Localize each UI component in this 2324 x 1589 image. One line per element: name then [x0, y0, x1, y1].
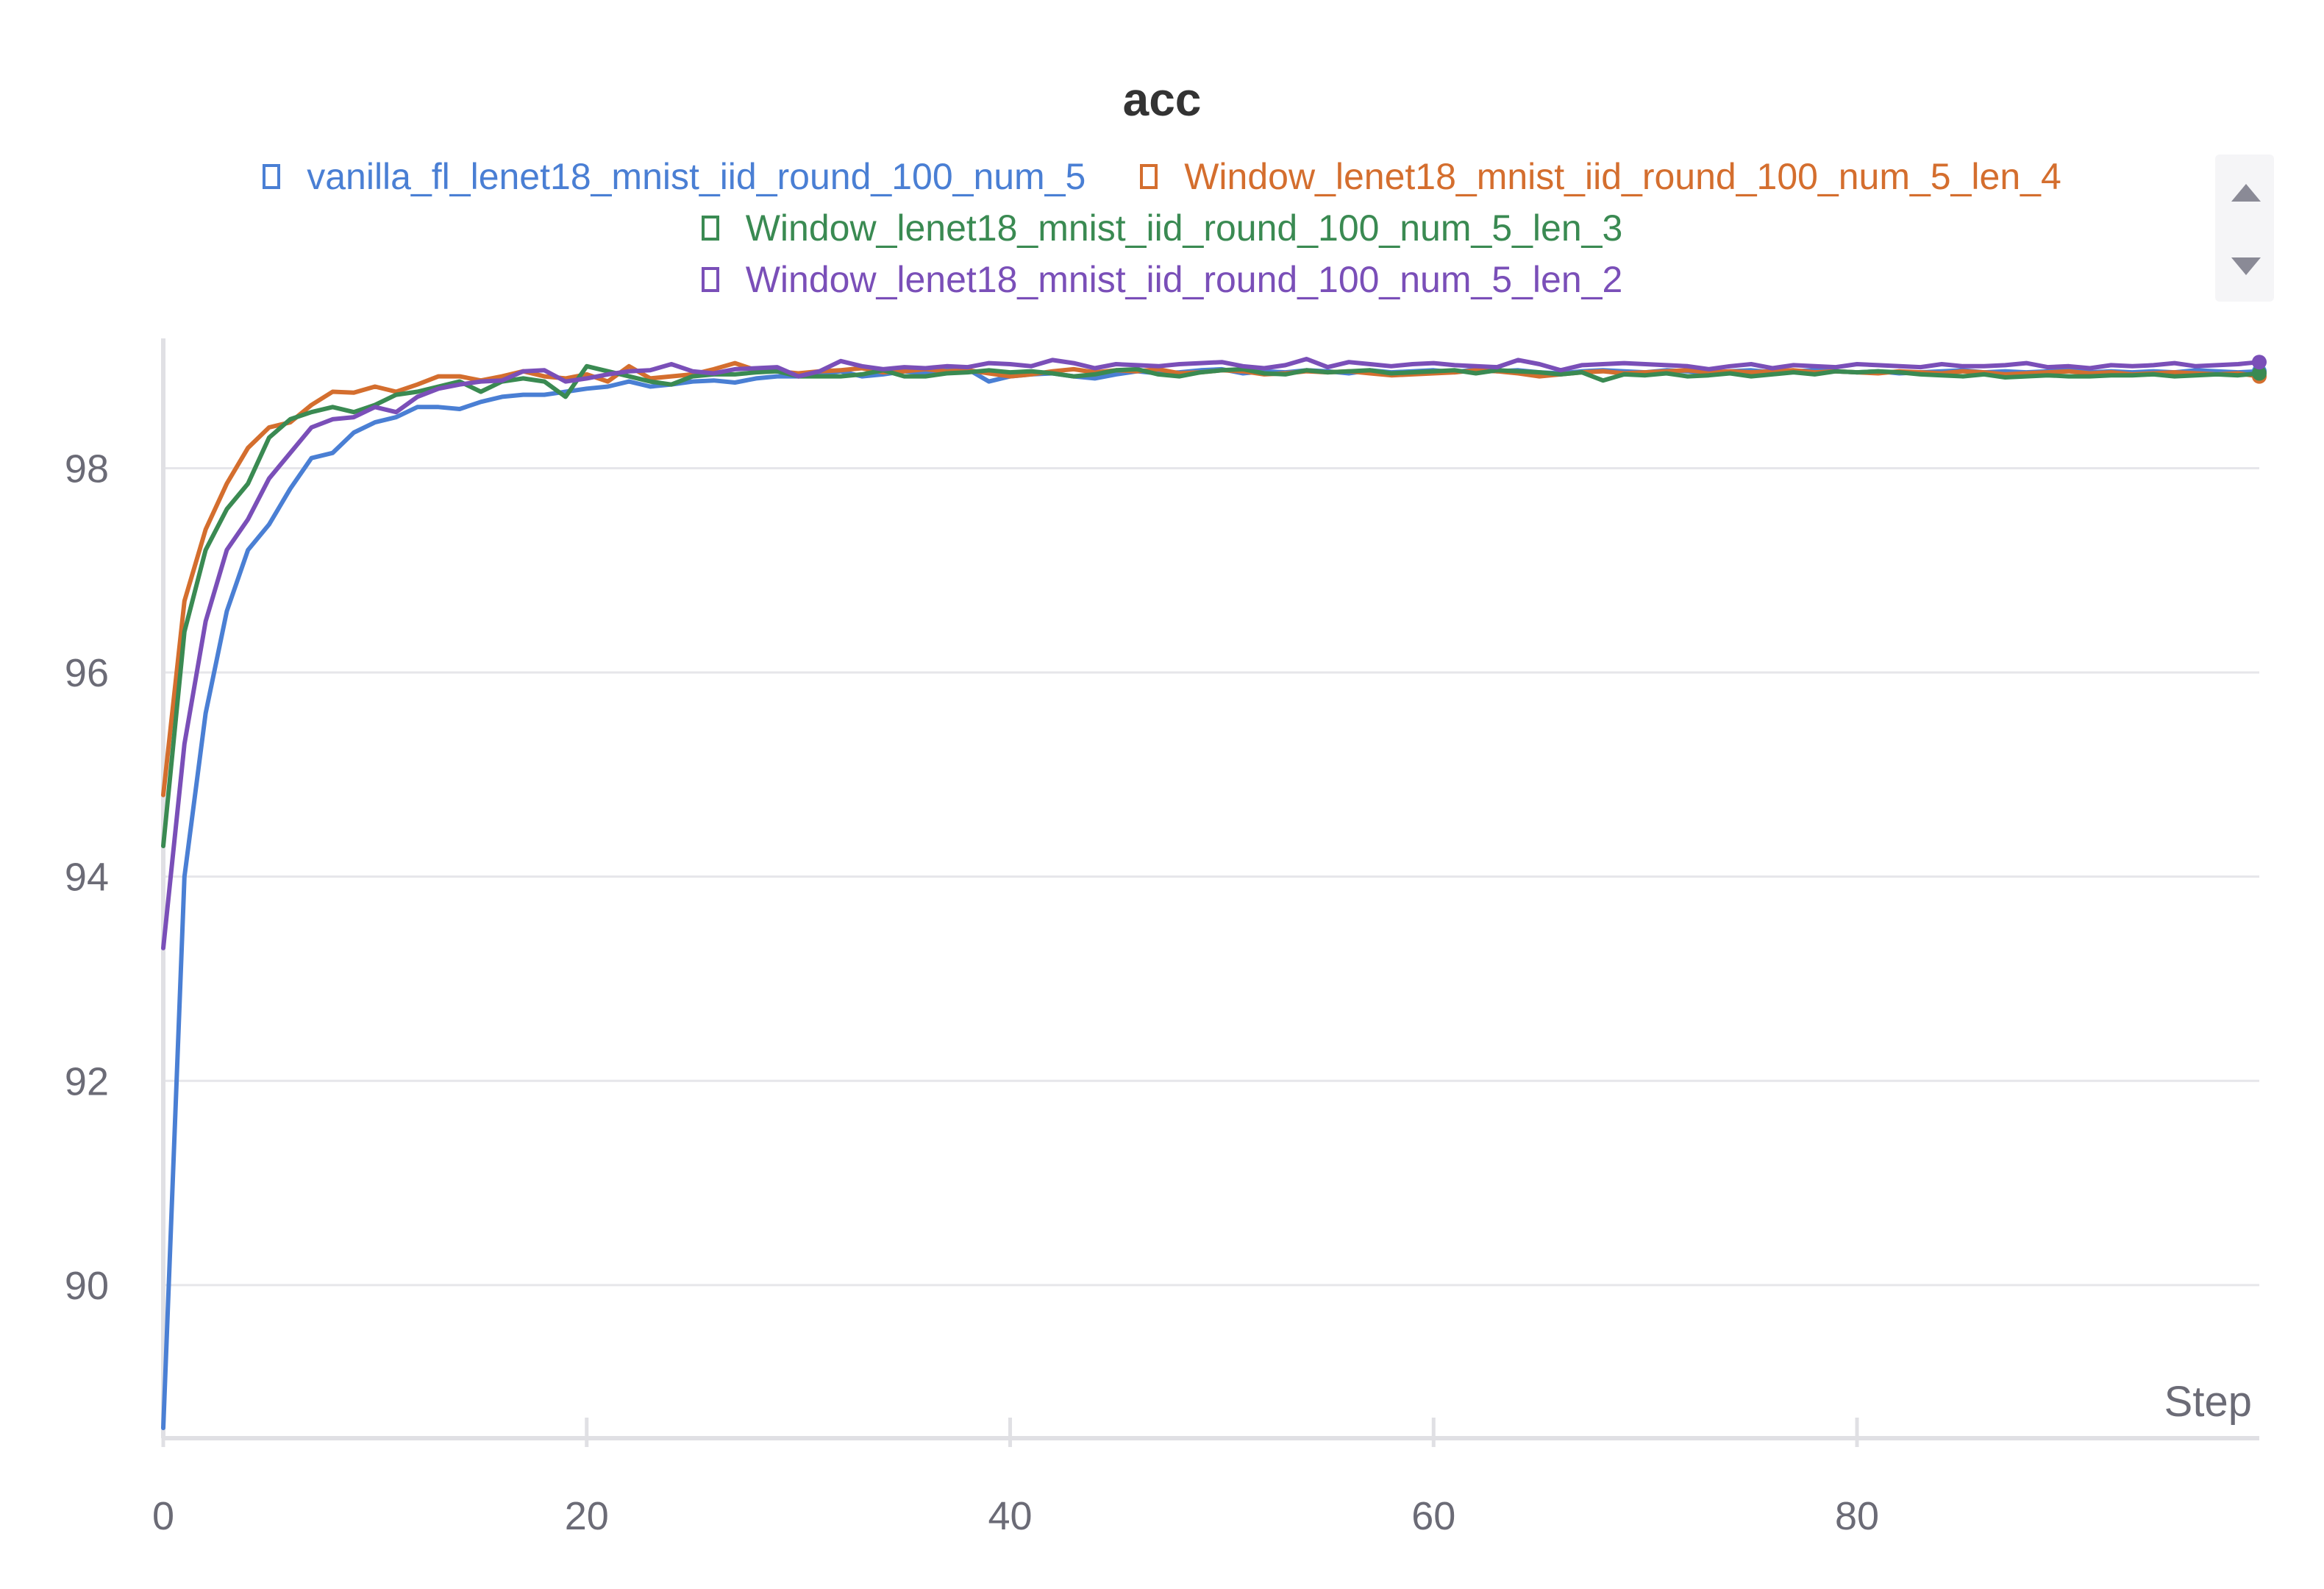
legend-label: vanilla_fl_lenet18_mnist_iid_round_100_n… [307, 156, 1086, 197]
legend-item-vanilla[interactable]: vanilla_fl_lenet18_mnist_iid_round_100_n… [263, 154, 1086, 199]
y-tick-label: 92 [65, 1059, 109, 1103]
x-axis-title: Step [2164, 1378, 2252, 1426]
series-line-2 [161, 363, 2261, 848]
legend-item-len-2[interactable]: Window_lenet18_mnist_iid_round_100_num_5… [701, 257, 1623, 302]
y-tick-label: 94 [65, 856, 109, 900]
series-line-0 [161, 366, 2261, 1431]
grid-lines [163, 467, 2259, 1287]
chart-title: acc [1122, 73, 1202, 126]
x-tick-label: 40 [988, 1494, 1032, 1538]
y-tick-label: 96 [65, 651, 109, 695]
y-tick-label: 98 [65, 447, 109, 491]
legend-swatch-icon [701, 267, 719, 292]
legend-item-len-3[interactable]: Window_lenet18_mnist_iid_round_100_num_5… [701, 206, 1623, 250]
x-tick-label: 80 [1835, 1494, 1879, 1538]
y-tick-label: 90 [65, 1264, 109, 1308]
series-lines [161, 355, 2267, 1431]
legend-swatch-icon [263, 164, 281, 189]
series-line-1 [161, 360, 2261, 797]
legend-swatch-icon [1140, 164, 1158, 189]
scroll-down-icon[interactable] [2231, 257, 2261, 275]
x-tick-label: 60 [1411, 1494, 1455, 1538]
legend-scrollbar[interactable] [2215, 154, 2274, 302]
scroll-up-icon[interactable] [2231, 184, 2261, 202]
series-line-3 [161, 357, 2261, 950]
legend-swatch-icon [701, 216, 719, 241]
series-end-point [2252, 355, 2267, 370]
legend-label: Window_lenet18_mnist_iid_round_100_num_5… [745, 207, 1623, 249]
legend-row: Window_lenet18_mnist_iid_round_100_num_5… [0, 206, 2324, 250]
x-tick-label: 0 [152, 1494, 174, 1538]
axes [161, 338, 2259, 1447]
legend-item-len-4[interactable]: Window_lenet18_mnist_iid_round_100_num_5… [1140, 154, 2061, 199]
legend-label: Window_lenet18_mnist_iid_round_100_num_5… [745, 259, 1623, 300]
legend-label: Window_lenet18_mnist_iid_round_100_num_5… [1184, 156, 2061, 197]
x-tick-label: 20 [565, 1494, 609, 1538]
legend-row: vanilla_fl_lenet18_mnist_iid_round_100_n… [0, 154, 2324, 199]
tick-labels: 90 92 94 96 98 0 20 40 60 80 Step [65, 447, 2252, 1538]
legend-row: Window_lenet18_mnist_iid_round_100_num_5… [0, 257, 2324, 302]
series-end-point [2252, 366, 2267, 381]
